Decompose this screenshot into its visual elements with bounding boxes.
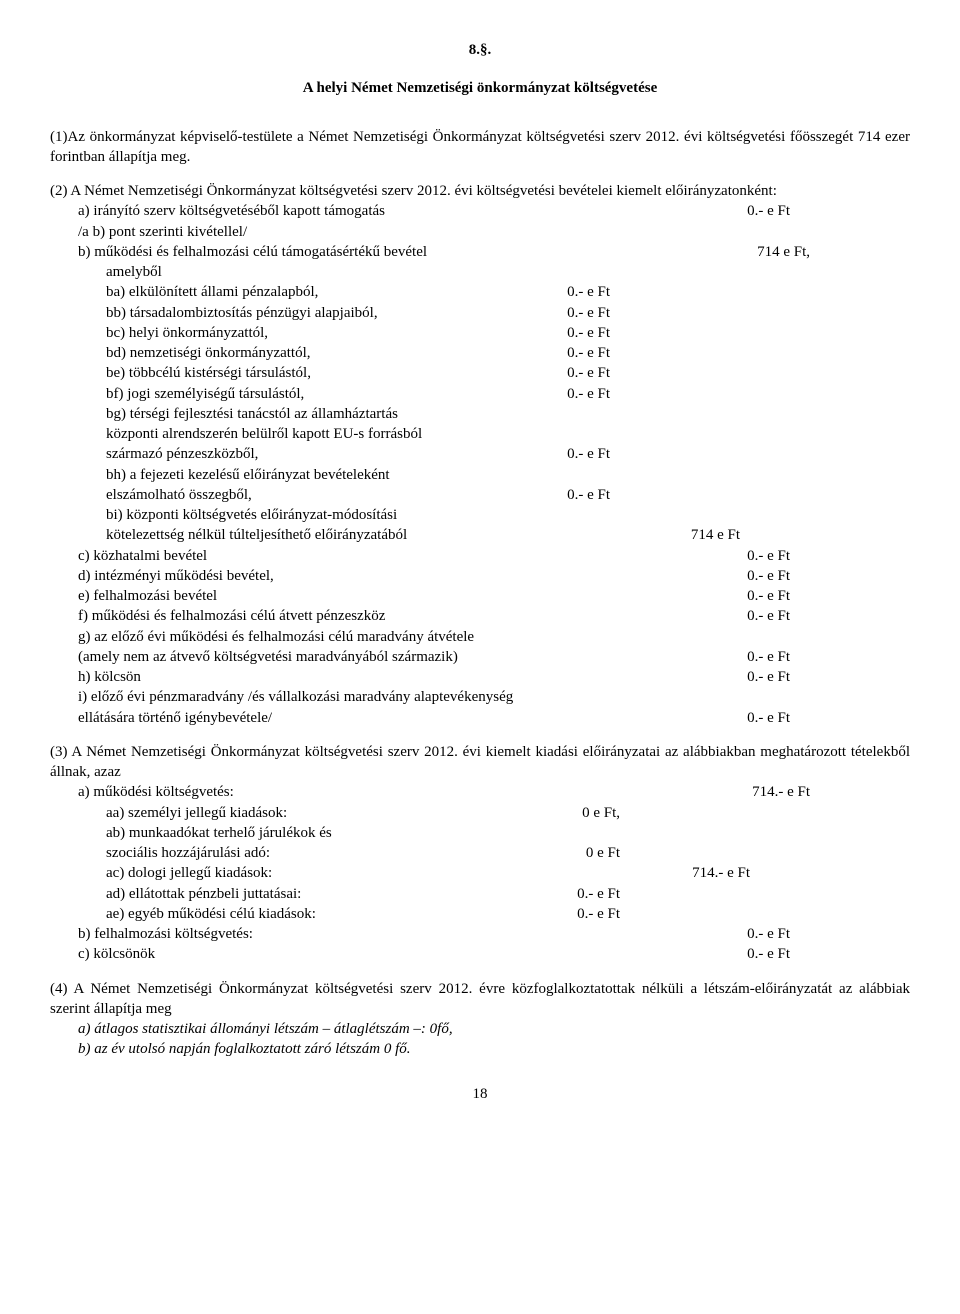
p3-c-label: c) kölcsönök [78, 944, 727, 964]
p3-ab-line1: ab) munkaadókat terhelő járulékok és [50, 823, 910, 843]
p2-d: d) intézményi működési bevétel, 0.- e Ft [50, 566, 910, 586]
para2-intro: (2) A Német Nemzetiségi Önkormányzat köl… [50, 181, 910, 201]
p2-b-val: 714 e Ft, [737, 242, 910, 262]
p2-bh2-val: 0.- e Ft [547, 485, 610, 505]
p2-bc: bc) helyi önkormányzattól, 0.- e Ft [50, 323, 910, 343]
p2-ba-label: ba) elkülönített állami pénzalapból, [106, 282, 547, 302]
p2-a: a) irányító szerv költségvetéséből kapot… [50, 201, 910, 221]
p2-i2-label: ellátására történő igénybevétele/ [78, 708, 727, 728]
p3-ac-label: ac) dologi jellegű kiadások: [106, 863, 672, 883]
p2-e-label: e) felhalmozási bevétel [78, 586, 727, 606]
paragraph-4: (4) A Német Nemzetiségi Önkormányzat köl… [50, 979, 910, 1060]
p3-ae-label: ae) egyéb működési célú kiadások: [106, 904, 557, 924]
p2-bf: bf) jogi személyiségű társulástól, 0.- e… [50, 384, 910, 404]
p3-ab2-val: 0 e Ft [566, 843, 620, 863]
p2-b: b) működési és felhalmozási célú támogat… [50, 242, 910, 262]
p2-bd: bd) nemzetiségi önkormányzattól, 0.- e F… [50, 343, 910, 363]
p2-b-label: b) működési és felhalmozási célú támogat… [78, 242, 737, 262]
p3-ad-label: ad) ellátottak pénzbeli juttatásai: [106, 884, 557, 904]
section-number: 8.§. [50, 40, 910, 60]
p3-b: b) felhalmozási költségvetés: 0.- e Ft [50, 924, 910, 944]
p2-bg-line3: származó pénzeszközből, 0.- e Ft [50, 444, 910, 464]
p2-c-val: 0.- e Ft [727, 546, 790, 566]
p2-bg-line1: bg) térségi fejlesztési tanácstól az áll… [50, 404, 910, 424]
p2-ba-val: 0.- e Ft [547, 282, 610, 302]
p2-i-line1: i) előző évi pénzmaradvány /és vállalkoz… [50, 687, 910, 707]
p2-bf-label: bf) jogi személyiségű társulástól, [106, 384, 547, 404]
p2-bg3-val: 0.- e Ft [547, 444, 610, 464]
p2-i2-val: 0.- e Ft [727, 708, 790, 728]
p2-h-val: 0.- e Ft [727, 667, 790, 687]
p2-bi-line1: bi) központi költségvetés előirányzat-mó… [50, 505, 910, 525]
p2-be-val: 0.- e Ft [547, 363, 610, 383]
p2-b-amely: amelyből [50, 262, 910, 282]
p3-b-val: 0.- e Ft [727, 924, 790, 944]
p2-e-val: 0.- e Ft [727, 586, 790, 606]
p3-ac-val: 714.- e Ft [672, 863, 750, 883]
p3-a: a) működési költségvetés: 714.- e Ft [50, 782, 910, 802]
p2-bd-label: bd) nemzetiségi önkormányzattól, [106, 343, 547, 363]
p2-a-val: 0.- e Ft [727, 201, 910, 221]
p2-bh-line2: elszámolható összegből, 0.- e Ft [50, 485, 910, 505]
p3-aa-label: aa) személyi jellegű kiadások: [106, 803, 562, 823]
p2-bi-line2: kötelezettség nélkül túlteljesíthető elő… [50, 525, 910, 545]
p3-ab2-label: szociális hozzájárulási adó: [106, 843, 566, 863]
para3-intro: (3) A Német Nemzetiségi Önkormányzat köl… [50, 742, 910, 783]
p3-ad: ad) ellátottak pénzbeli juttatásai: 0.- … [50, 884, 910, 904]
p2-g2-label: (amely nem az átvevő költségvetési marad… [78, 647, 727, 667]
para4-intro: (4) A Német Nemzetiségi Önkormányzat köl… [50, 979, 910, 1020]
p2-i-line2: ellátására történő igénybevétele/ 0.- e … [50, 708, 910, 728]
p2-bh-line1: bh) a fejezeti kezelésű előirányzat bevé… [50, 465, 910, 485]
p2-be: be) többcélú kistérségi társulástól, 0.-… [50, 363, 910, 383]
p2-g-line2: (amely nem az átvevő költségvetési marad… [50, 647, 910, 667]
p3-ac: ac) dologi jellegű kiadások: 714.- e Ft [50, 863, 910, 883]
p2-c: c) közhatalmi bevétel 0.- e Ft [50, 546, 910, 566]
p2-a-label: a) irányító szerv költségvetéséből kapot… [78, 201, 727, 221]
p3-b-label: b) felhalmozási költségvetés: [78, 924, 727, 944]
page-number: 18 [50, 1084, 910, 1104]
p4-b: b) az év utolsó napján foglalkoztatott z… [50, 1039, 910, 1059]
p2-bd-val: 0.- e Ft [547, 343, 610, 363]
p3-aa-val: 0 e Ft, [562, 803, 620, 823]
page-title: A helyi Német Nemzetiségi önkormányzat k… [50, 78, 910, 98]
p3-a-label: a) működési költségvetés: [78, 782, 732, 802]
p3-c: c) kölcsönök 0.- e Ft [50, 944, 910, 964]
p2-bi2-label: kötelezettség nélkül túlteljesíthető elő… [106, 525, 671, 545]
p2-d-label: d) intézményi működési bevétel, [78, 566, 727, 586]
p2-f: f) működési és felhalmozási célú átvett … [50, 606, 910, 626]
p3-aa: aa) személyi jellegű kiadások: 0 e Ft, [50, 803, 910, 823]
p2-e: e) felhalmozási bevétel 0.- e Ft [50, 586, 910, 606]
paragraph-3: (3) A Német Nemzetiségi Önkormányzat köl… [50, 742, 910, 965]
p2-bb: bb) társadalombiztosítás pénzügyi alapja… [50, 303, 910, 323]
p2-f-val: 0.- e Ft [727, 606, 790, 626]
p2-c-label: c) közhatalmi bevétel [78, 546, 727, 566]
paragraph-2: (2) A Német Nemzetiségi Önkormányzat köl… [50, 181, 910, 728]
p2-h-label: h) kölcsön [78, 667, 727, 687]
p3-ae-val: 0.- e Ft [557, 904, 620, 924]
p2-bg3-label: származó pénzeszközből, [106, 444, 547, 464]
p3-a-val: 714.- e Ft [732, 782, 810, 802]
p2-d-val: 0.- e Ft [727, 566, 790, 586]
p2-g2-val: 0.- e Ft [727, 647, 790, 667]
p2-bh2-label: elszámolható összegből, [106, 485, 547, 505]
p4-a: a) átlagos statisztikai állományi létszá… [50, 1019, 910, 1039]
p2-bg-line2: központi alrendszerén belülről kapott EU… [50, 424, 910, 444]
p2-bf-val: 0.- e Ft [547, 384, 610, 404]
p3-ab-line2: szociális hozzájárulási adó: 0 e Ft [50, 843, 910, 863]
p3-ae: ae) egyéb működési célú kiadások: 0.- e … [50, 904, 910, 924]
p2-a-note: /a b) pont szerinti kivétellel/ [50, 222, 910, 242]
p2-bc-val: 0.- e Ft [547, 323, 610, 343]
paragraph-1: (1)Az önkormányzat képviselő-testülete a… [50, 127, 910, 168]
p2-bb-label: bb) társadalombiztosítás pénzügyi alapja… [106, 303, 547, 323]
p2-ba: ba) elkülönített állami pénzalapból, 0.-… [50, 282, 910, 302]
p2-be-label: be) többcélú kistérségi társulástól, [106, 363, 547, 383]
p2-bb-val: 0.- e Ft [547, 303, 610, 323]
p2-g-line1: g) az előző évi működési és felhalmozási… [50, 627, 910, 647]
p2-bc-label: bc) helyi önkormányzattól, [106, 323, 547, 343]
p3-c-val: 0.- e Ft [727, 944, 790, 964]
p2-h: h) kölcsön 0.- e Ft [50, 667, 910, 687]
p2-f-label: f) működési és felhalmozási célú átvett … [78, 606, 727, 626]
p2-bi2-val: 714 e Ft [671, 525, 740, 545]
p3-ad-val: 0.- e Ft [557, 884, 620, 904]
